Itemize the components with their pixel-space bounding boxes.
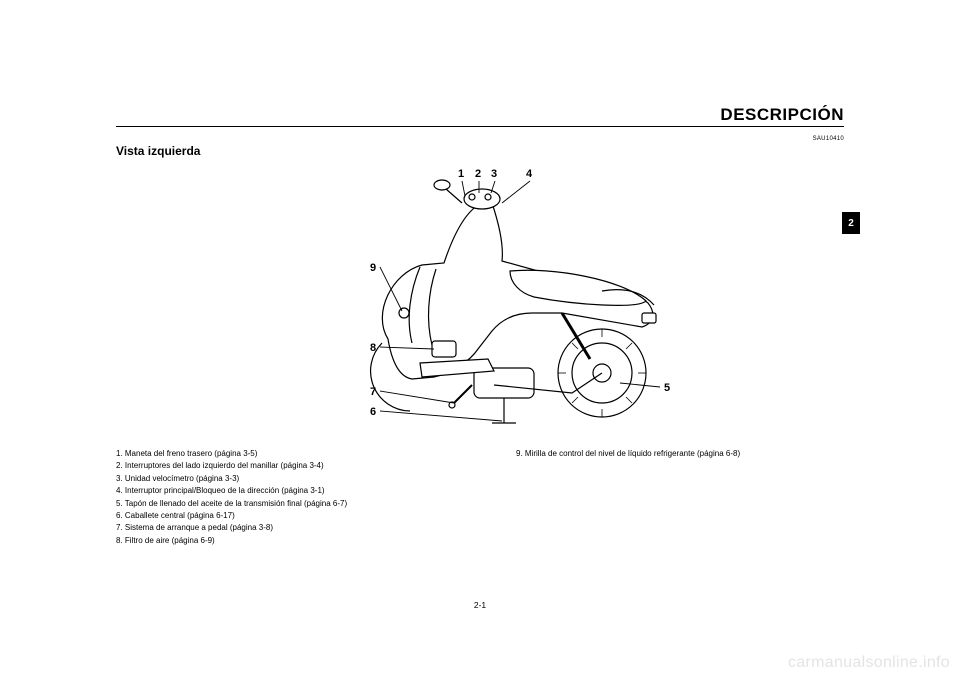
legend: 1. Maneta del freno trasero (página 3-5)… [116, 448, 844, 547]
legend-item: 8. Filtro de aire (página 6-9) [116, 535, 516, 547]
legend-right-col: 9. Mirilla de control del nivel de líqui… [516, 448, 844, 547]
manual-page: DESCRIPCIÓN SAU10410 Vista izquierda 2 [116, 108, 844, 602]
callout-4: 4 [526, 168, 533, 180]
chapter-tab: 2 [842, 212, 860, 234]
legend-item: 5. Tapón de llenado del aceite de la tra… [116, 498, 516, 510]
section-title: DESCRIPCIÓN [720, 105, 844, 125]
callout-3: 3 [491, 168, 497, 180]
callout-5: 5 [664, 382, 670, 394]
legend-item: 7. Sistema de arranque a pedal (página 3… [116, 522, 516, 534]
top-rule [116, 126, 844, 127]
legend-item: 9. Mirilla de control del nivel de líqui… [516, 448, 844, 460]
legend-left-col: 1. Maneta del freno trasero (página 3-5)… [116, 448, 516, 547]
callout-2: 2 [475, 168, 481, 180]
callout-9: 9 [370, 262, 376, 274]
page-number: 2-1 [116, 600, 844, 610]
legend-item: 3. Unidad velocímetro (página 3-3) [116, 473, 516, 485]
callout-1: 1 [458, 168, 464, 180]
callout-6: 6 [370, 406, 376, 418]
scooter-diagram: 1 2 3 4 9 8 7 6 5 [302, 163, 694, 435]
doc-code: SAU10410 [813, 136, 844, 142]
legend-item: 2. Interruptores del lado izquierdo del … [116, 460, 516, 472]
view-subtitle: Vista izquierda [116, 144, 200, 158]
callout-7: 7 [370, 386, 376, 398]
figure-area: 1 2 3 4 9 8 7 6 5 [302, 163, 694, 435]
legend-item: 1. Maneta del freno trasero (página 3-5) [116, 448, 516, 460]
legend-item: 6. Caballete central (página 6-17) [116, 510, 516, 522]
callout-8: 8 [370, 342, 376, 354]
legend-item: 4. Interruptor principal/Bloqueo de la d… [116, 485, 516, 497]
watermark: carmanualsonline.info [788, 654, 950, 672]
